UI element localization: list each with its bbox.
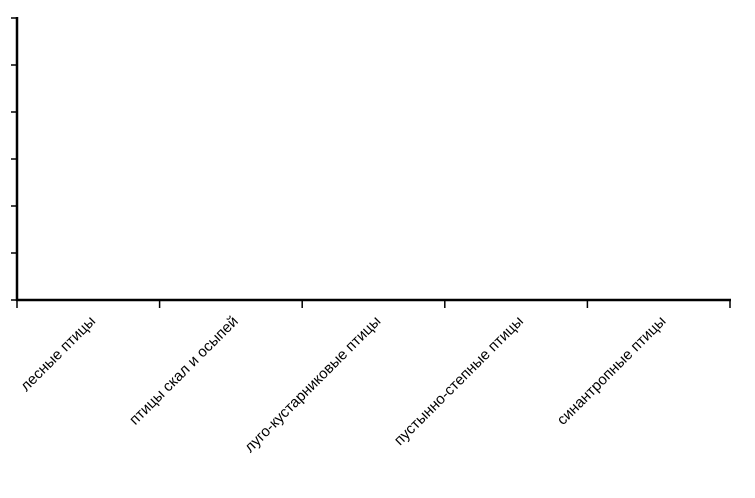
x-tick-label: лесные птицы [17,313,99,395]
x-tick-label: луго-кустарниковые птицы [241,313,384,456]
x-tick-label: птицы скал и осыпей [126,313,242,429]
x-tick-label: пустынно-степные птицы [391,313,527,449]
y-ticks [11,17,17,301]
x-tick-label: синантропные птицы [554,313,670,429]
